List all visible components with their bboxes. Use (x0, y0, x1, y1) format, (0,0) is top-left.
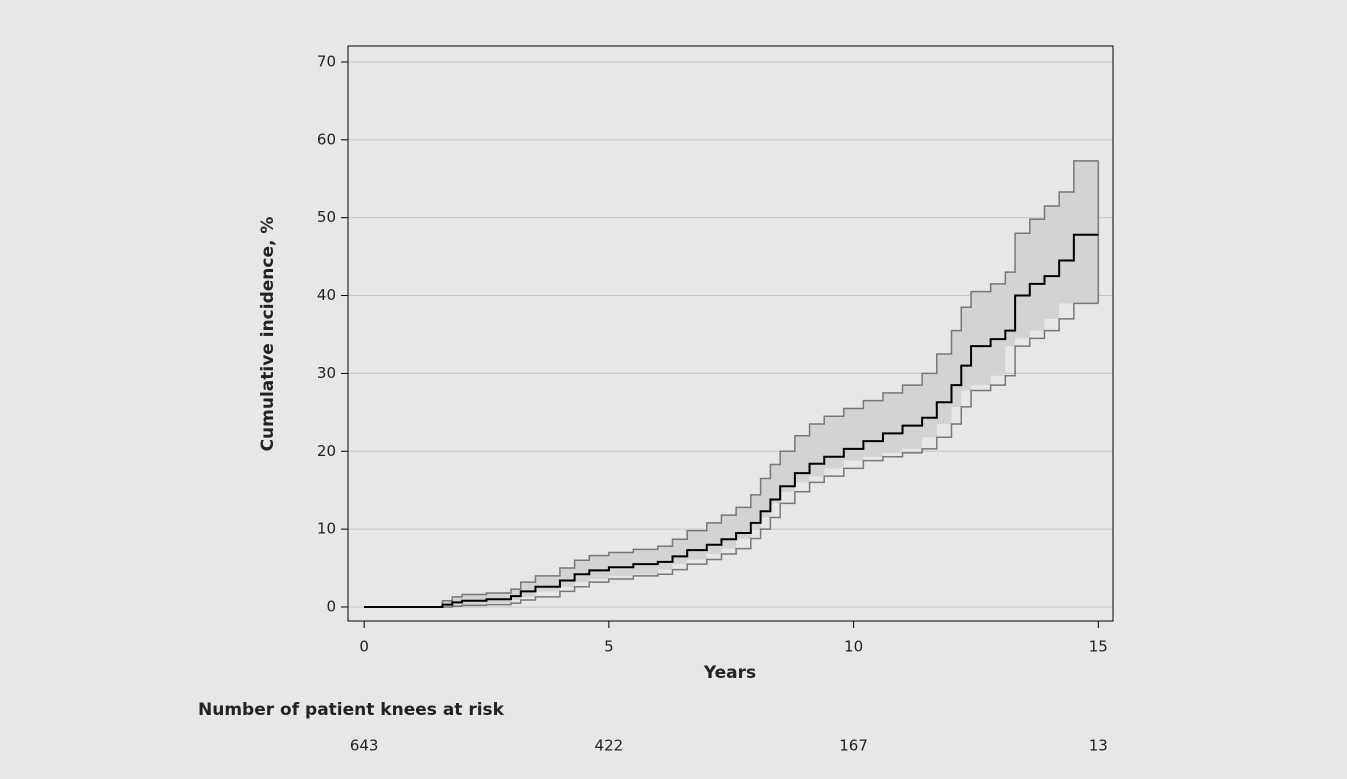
y-tick-label: 20 (317, 442, 336, 460)
estimate-line (364, 233, 1099, 608)
y-tick-label: 10 (317, 520, 336, 538)
y-tick-label: 30 (317, 364, 336, 382)
band-lower (364, 302, 1099, 608)
x-axis-label: Years (703, 663, 756, 683)
y-tick-label: 50 (317, 208, 336, 226)
risk-count: 13 (1089, 737, 1108, 755)
x-tick-label: 10 (844, 638, 863, 656)
y-tick-label: 40 (317, 286, 336, 304)
y-tick-label: 60 (317, 130, 336, 148)
y-tick-label: 70 (317, 52, 336, 70)
risk-count: 643 (350, 737, 379, 755)
y-tick-label: 0 (326, 597, 336, 615)
plot-frame (347, 45, 1114, 622)
risk-table-title: Number of patient knees at risk (198, 700, 505, 720)
risk-count: 167 (839, 737, 868, 755)
y-axis-label: Cumulative incidence, % (258, 217, 278, 452)
risk-count: 422 (595, 737, 624, 755)
confidence-band (364, 160, 1099, 607)
x-tick-label: 0 (359, 638, 369, 656)
x-tick-label: 15 (1089, 638, 1108, 656)
x-tick-label: 5 (604, 638, 614, 656)
band-upper (364, 160, 1099, 608)
